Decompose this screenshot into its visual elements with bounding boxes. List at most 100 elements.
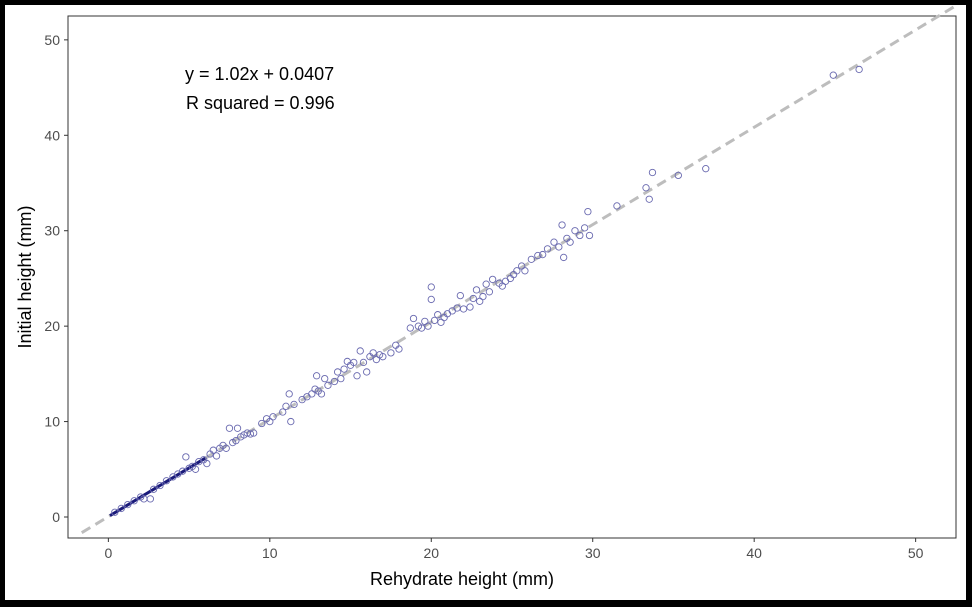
x-tick-label: 30 xyxy=(585,545,601,561)
data-point xyxy=(182,453,190,461)
data-point xyxy=(317,390,326,398)
data-point xyxy=(472,286,481,294)
data-point xyxy=(585,231,594,240)
data-point xyxy=(427,295,435,304)
data-point xyxy=(829,71,837,79)
data-point xyxy=(359,358,368,367)
data-point xyxy=(212,452,221,460)
data-point xyxy=(162,477,171,485)
data-point xyxy=(363,368,371,376)
data-point xyxy=(279,408,287,416)
y-axis-title: Initial height (mm) xyxy=(15,205,35,348)
chart-frame: 0 10 20 30 40 50 0 10 20 30 40 50 y = 1.02x + 0.04… xyxy=(5,5,966,600)
x-tick-label: 10 xyxy=(262,545,278,561)
data-points xyxy=(111,65,863,516)
data-point xyxy=(233,424,242,432)
data-point xyxy=(479,292,487,301)
data-point xyxy=(550,238,558,246)
data-point xyxy=(648,168,657,177)
data-point xyxy=(406,324,414,332)
x-axis: 0 10 20 30 40 50 xyxy=(104,538,924,561)
data-point xyxy=(156,481,164,490)
data-point xyxy=(513,267,521,275)
equation-annotation: y = 1.02x + 0.0407 xyxy=(185,64,334,84)
data-point xyxy=(674,171,682,180)
data-point xyxy=(571,227,579,235)
y-tick-label: 30 xyxy=(44,223,60,239)
data-point xyxy=(576,231,584,240)
y-tick-label: 20 xyxy=(44,318,60,334)
data-point xyxy=(434,311,442,319)
y-tick-label: 40 xyxy=(44,127,60,143)
data-point xyxy=(642,184,650,192)
data-point xyxy=(111,508,119,516)
data-point xyxy=(321,374,329,383)
x-tick-label: 0 xyxy=(104,545,112,561)
x-axis-title: Rehydrate height (mm) xyxy=(370,569,554,589)
data-point xyxy=(222,444,230,452)
data-point xyxy=(584,207,592,216)
data-point xyxy=(312,372,321,380)
data-point xyxy=(149,485,158,493)
data-point xyxy=(566,238,574,246)
data-point xyxy=(521,267,529,275)
data-point xyxy=(855,65,863,74)
data-point xyxy=(191,465,200,473)
data-point xyxy=(645,195,653,203)
data-point xyxy=(379,353,387,361)
data-point xyxy=(209,446,217,454)
data-point xyxy=(469,294,477,303)
data-point xyxy=(225,424,234,432)
data-point xyxy=(203,459,211,468)
x-tick-label: 20 xyxy=(423,545,439,561)
data-point xyxy=(287,417,295,426)
data-point xyxy=(269,413,277,421)
data-point xyxy=(430,316,439,325)
scatter-chart: 0 10 20 30 40 50 0 10 20 30 40 50 y = 1.02x + 0.04… xyxy=(15,5,957,589)
data-point xyxy=(290,400,298,409)
data-point xyxy=(178,467,187,475)
data-point xyxy=(232,437,240,445)
y-tick-label: 10 xyxy=(44,414,60,430)
y-tick-label: 0 xyxy=(52,509,60,525)
data-point xyxy=(558,221,566,229)
data-point xyxy=(337,374,345,383)
data-point xyxy=(146,495,154,503)
data-point xyxy=(527,255,536,263)
data-point xyxy=(130,497,138,505)
data-point xyxy=(356,347,364,355)
data-point xyxy=(285,390,293,398)
data-point xyxy=(417,324,426,332)
fit-line xyxy=(80,5,957,534)
data-point xyxy=(613,202,621,210)
data-point xyxy=(555,243,563,251)
data-point xyxy=(539,250,547,259)
x-tick-label: 40 xyxy=(746,545,762,561)
data-point xyxy=(485,288,494,296)
r-squared-annotation: R squared = 0.996 xyxy=(186,93,335,113)
data-point xyxy=(581,224,589,232)
data-point xyxy=(543,245,552,253)
data-point xyxy=(330,377,339,386)
y-tick-label: 50 xyxy=(44,32,60,48)
data-point xyxy=(282,402,290,410)
data-point xyxy=(395,345,403,353)
y-axis: 0 10 20 30 40 50 xyxy=(44,32,68,525)
data-point xyxy=(387,349,395,357)
data-point xyxy=(488,275,497,284)
data-point xyxy=(324,381,332,389)
data-point xyxy=(333,368,342,376)
data-point xyxy=(424,322,432,330)
data-point xyxy=(456,291,464,300)
data-point xyxy=(353,372,361,380)
data-point xyxy=(258,419,266,428)
data-point xyxy=(427,283,435,291)
data-point xyxy=(369,349,377,357)
data-point xyxy=(117,504,125,513)
data-point xyxy=(340,365,348,373)
data-point xyxy=(195,458,203,466)
data-point xyxy=(459,305,468,313)
data-point xyxy=(250,429,258,437)
data-point xyxy=(124,500,132,509)
data-point xyxy=(482,280,490,288)
